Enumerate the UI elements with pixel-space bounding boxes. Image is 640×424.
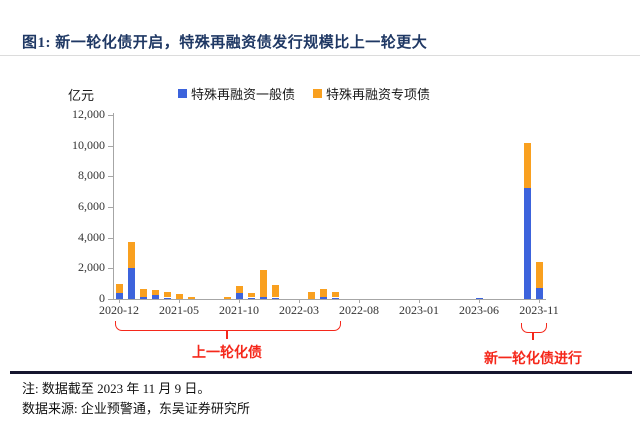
bar-segment xyxy=(163,297,171,299)
round2-bracket-stem xyxy=(532,332,534,340)
data-source-note: 数据来源: 企业预警通，东吴证券研究所 xyxy=(22,401,250,416)
bar-segment xyxy=(235,292,243,299)
x-tick-label: 2021-10 xyxy=(219,303,259,317)
round2-annotation: 新一轮化债进行 xyxy=(484,352,582,367)
y-tick-label: 12,000 xyxy=(72,107,105,121)
bar-segment xyxy=(259,269,267,297)
figure-title: 图1: 新一轮化债开启，特殊再融资债发行规模比上一轮更大 xyxy=(22,35,428,51)
round1-bracket-stem xyxy=(226,330,228,339)
bar-segment xyxy=(271,284,279,298)
y-axis-line xyxy=(113,113,114,300)
x-axis-tick xyxy=(479,299,480,303)
bar-segment xyxy=(247,293,255,298)
bar-segment xyxy=(319,296,327,299)
bar-segment xyxy=(535,288,543,299)
legend-swatch-orange-icon xyxy=(313,89,323,98)
chart-legend: 特殊再融资一般债 特殊再融资专项债 xyxy=(178,84,430,103)
bar-segment xyxy=(187,297,195,299)
y-tick-label: 10,000 xyxy=(72,137,105,152)
x-axis-tick xyxy=(119,299,120,303)
legend-label: 特殊再融资专项债 xyxy=(326,87,431,102)
bar-segment xyxy=(139,289,147,297)
data-cutoff-note: 注: 数据截至 2023 年 11 月 9 日。 xyxy=(22,381,211,396)
bar-segment xyxy=(535,262,543,289)
x-axis-tick xyxy=(239,299,240,303)
bar-segment xyxy=(151,289,159,296)
x-tick-label: 2023-01 xyxy=(399,303,439,317)
round1-annotation: 上一轮化债 xyxy=(192,346,262,361)
x-axis-tick xyxy=(419,299,420,303)
bar-segment xyxy=(115,292,123,299)
bar-segment xyxy=(307,292,315,299)
y-axis-tick xyxy=(108,237,113,239)
round2-bracket xyxy=(521,323,547,333)
bar-segment xyxy=(139,296,147,299)
y-tick-label: 2,000 xyxy=(78,260,105,275)
y-axis-tick xyxy=(108,115,113,116)
bar-segment xyxy=(523,187,531,299)
bar-segment xyxy=(331,297,339,299)
x-axis-tick xyxy=(539,299,540,303)
x-tick-label: 2021-05 xyxy=(159,303,199,317)
x-tick-label: 2020-12 xyxy=(99,303,139,317)
bar-segment xyxy=(475,297,483,299)
y-axis-tick xyxy=(108,207,113,208)
x-axis-tick xyxy=(299,299,300,303)
y-tick-label: 0 xyxy=(99,291,105,305)
x-axis-line xyxy=(113,299,546,300)
figure-bottom-rule xyxy=(10,371,632,374)
bar-segment xyxy=(127,267,135,299)
y-axis-tick xyxy=(108,145,113,147)
bar-segment xyxy=(331,291,339,298)
bar-segment xyxy=(163,291,171,298)
x-tick-label: 2022-08 xyxy=(339,303,379,317)
bar-segment xyxy=(271,297,279,299)
y-tick-label: 6,000 xyxy=(78,199,105,213)
y-tick-label: 4,000 xyxy=(78,229,105,244)
legend-item-special-bond: 特殊再融资专项债 xyxy=(313,84,430,103)
x-axis-tick xyxy=(179,299,180,303)
bar-segment xyxy=(235,285,243,293)
bar-segment xyxy=(115,283,123,293)
bar-segment xyxy=(175,293,183,299)
y-axis-unit-label: 亿元 xyxy=(68,88,95,103)
y-tick-label: 8,000 xyxy=(78,168,105,183)
title-divider xyxy=(0,55,640,56)
bar-segment xyxy=(127,242,135,268)
x-tick-label: 2023-06 xyxy=(459,303,499,317)
legend-item-general-bond: 特殊再融资一般债 xyxy=(178,84,295,103)
x-axis-tick xyxy=(359,299,360,303)
bar-segment xyxy=(151,295,159,299)
bar-segment xyxy=(523,142,531,188)
x-tick-label: 2022-03 xyxy=(279,303,319,317)
x-tick-label: 2023-11 xyxy=(519,303,559,317)
y-axis-tick xyxy=(108,176,113,178)
legend-swatch-blue-icon xyxy=(178,89,187,98)
y-axis-tick xyxy=(108,268,113,270)
bar-segment xyxy=(223,297,231,299)
round1-bracket xyxy=(115,321,341,331)
legend-label: 特殊再融资一般债 xyxy=(191,87,296,102)
bar-segment xyxy=(259,297,267,299)
bar-segment xyxy=(247,297,255,299)
y-axis-tick xyxy=(108,299,113,300)
bar-segment xyxy=(319,289,327,297)
